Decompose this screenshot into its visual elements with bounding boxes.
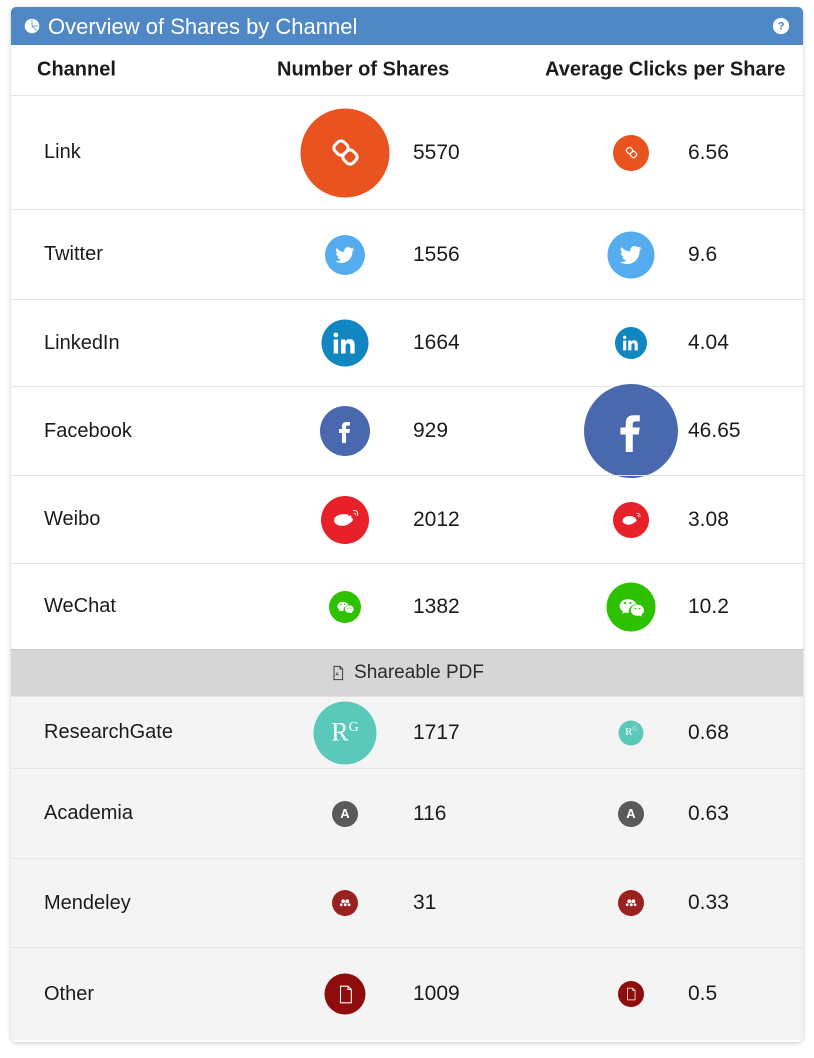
svg-text:A: A (335, 672, 339, 677)
svg-text:?: ? (778, 21, 785, 33)
